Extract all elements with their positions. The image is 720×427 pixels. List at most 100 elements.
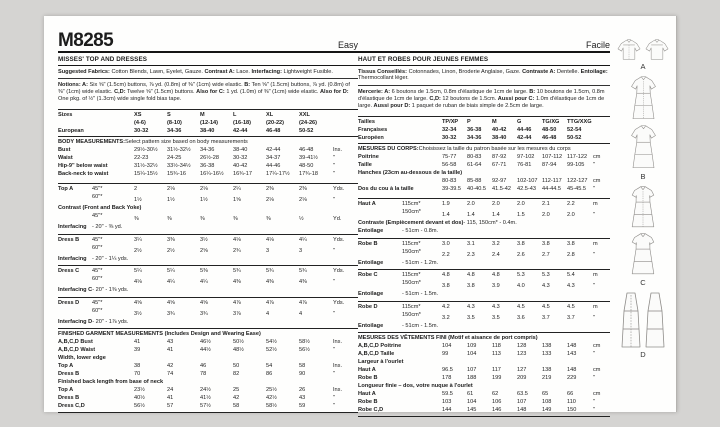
- row-label: Entoilage - 51cm - 0.8m.: [358, 228, 439, 235]
- cell-s: 2½: [167, 247, 175, 254]
- fabrics-paragraph-fr: Tissus Conseillés: Cotonnades, Linon, Br…: [358, 66, 610, 87]
- cell-p: 36-38: [467, 126, 482, 133]
- paragraph-segment: Notions: A:: [58, 82, 88, 89]
- row-label: Contraste (Empiècement devant et dos) - …: [358, 220, 517, 227]
- unit-cell: Ins.: [333, 147, 343, 154]
- cell-m: 40-42: [492, 126, 507, 133]
- cell-g: 4.5: [517, 303, 525, 310]
- row-label: Européen: [358, 134, 384, 141]
- unit-cell: ": [593, 407, 595, 414]
- cell-xxl: (24-26): [299, 119, 318, 126]
- cell-s: 2⅛: [167, 186, 175, 193]
- table-row: Dress B 70 74 78 82 86 90 ": [58, 370, 358, 378]
- cell-tpxp: 3.8: [442, 283, 450, 290]
- cell-l: 3⅞: [233, 310, 241, 317]
- cell-g: 1.5: [517, 212, 525, 219]
- cell-tgxg: 138: [542, 343, 552, 350]
- cell-m: 3¾: [200, 310, 208, 317]
- unit-cell: ": [593, 251, 595, 258]
- cell-tpxp: 144: [442, 407, 452, 414]
- cell-ttgxxg: 45-45.5: [567, 186, 586, 193]
- unit-cell: ": [333, 371, 335, 378]
- cell-xs: 4⅝: [134, 299, 142, 306]
- cell-xl: XL: [266, 111, 274, 118]
- cell-tpxp: 56-58: [442, 162, 457, 169]
- row-label: 150cm*: [402, 311, 421, 318]
- cell-s: 34-36: [167, 127, 182, 134]
- table-row: Bust 29½-30½ 31½-32½ 34-36 38-40 42-44 4…: [58, 146, 358, 154]
- row-label: Top A: [58, 387, 74, 394]
- table-row: Dress B 45"* 3¼ 3⅜ 3½ 4⅛ 4⅛ 4¼ Yds.: [58, 233, 358, 244]
- cell-ttgxxg: 4.3: [567, 283, 575, 290]
- paragraph-segment: Also for C:: [196, 89, 225, 96]
- cell-tgxg: 3.8: [542, 240, 550, 247]
- cell-m: 3.9: [492, 283, 500, 290]
- cell-m: 4⅝: [200, 299, 208, 306]
- cell-s: 24: [167, 387, 174, 394]
- cell-ttgxxg: 122-127: [567, 178, 588, 185]
- row-label: 60"*: [92, 244, 103, 251]
- cell-s: 24-25: [167, 155, 182, 162]
- cell-xl: 4⅞: [266, 299, 274, 306]
- cell-tgxg: TG/XG: [542, 118, 560, 125]
- table-row: Robe B 115cm* 3.0 3.1 3.2 3.8 3.8 3.8 m: [358, 237, 610, 248]
- paragraph-segment: Also for D:: [320, 89, 349, 96]
- unit-cell: cm: [593, 367, 601, 374]
- cell-xs: 3½: [134, 310, 142, 317]
- cell-xxl: 46-48: [299, 147, 314, 154]
- unit-cell: ": [333, 163, 335, 170]
- cell-p: P: [467, 118, 471, 125]
- notions-paragraph-fr: Mercerie: A: 6 boutons de 1.5cm, 0.8m d'…: [358, 86, 610, 113]
- row-label: 45"*: [92, 213, 103, 220]
- row-label: Interfacing - 20" - ⅜ yd.: [58, 224, 123, 231]
- unit-cell: ": [593, 314, 595, 321]
- table-row: 45"* ⅜ ⅜ ⅜ ⅜ ⅜ ½ Yd.: [58, 212, 358, 223]
- cell-tpxp: 1.9: [442, 201, 450, 208]
- cell-l: 30-32: [233, 155, 248, 162]
- row-label: 150cm*: [402, 248, 421, 255]
- cell-l: 25: [233, 387, 240, 394]
- cell-m: 113: [492, 351, 501, 358]
- table-row: A,B,C,D Bust 41 43 46½ 50½ 54½ 58½ Ins.: [58, 338, 358, 346]
- cell-p: 4.8: [467, 272, 475, 279]
- cell-xs: 5¼: [134, 268, 142, 275]
- cell-xs: 56½: [134, 403, 145, 410]
- cell-xs: 29½-30½: [134, 147, 158, 154]
- cell-tgxg: 108: [542, 399, 552, 406]
- row-label: FINISHED GARMENT MEASUREMENTS (Includes …: [58, 331, 261, 338]
- paragraph-segment: 1 paquet de ruban de biais simple de 2.5…: [410, 103, 544, 110]
- cell-xs: 31½-32½: [134, 163, 158, 170]
- cell-m: 106: [492, 399, 502, 406]
- unit-cell: m: [593, 303, 598, 310]
- cell-l: (16-18): [233, 119, 252, 126]
- cell-s: 74: [167, 371, 174, 378]
- cell-tgxg: 48-50: [542, 126, 557, 133]
- paragraph-segment: B:: [244, 82, 251, 89]
- unit-cell: Yds.: [333, 268, 345, 275]
- unit-cell: ": [593, 162, 595, 169]
- paragraph-segment: Lace.: [234, 68, 252, 75]
- cell-m: 3½: [200, 236, 208, 243]
- table-row: A,B,C,D Waist 39 41 44½ 48½ 52½ 56½ ": [58, 346, 358, 354]
- pattern-sheet: M8285 Easy MISSES' TOP AND DRESSES Sugge…: [44, 16, 677, 417]
- row-label: Top A: [58, 363, 74, 370]
- cell-g: 42-44: [517, 134, 532, 141]
- row-label: Hanches (23cm au-dessous de la taille): [358, 170, 463, 177]
- table-row: Haut A 115cm* 1.9 2.0 2.0 2.0 2.1 2.2 m: [358, 198, 610, 208]
- cell-xxl: 4¼: [299, 236, 307, 243]
- cell-xl: 4⅜: [266, 279, 274, 286]
- cell-m: 26½-28: [200, 155, 219, 162]
- cell-tgxg: 4.5: [542, 303, 550, 310]
- row-label: Waist: [58, 155, 73, 162]
- cell-p: 3.1: [467, 240, 475, 247]
- cell-tpxp: 39-39.5: [442, 186, 461, 193]
- table-row: Européen 30-32 34-36 38-40 42-44 46-48 5…: [358, 134, 610, 144]
- cell-p: 34-36: [467, 134, 482, 141]
- paragraph-segment: C,D:: [429, 96, 441, 103]
- table-row: Robe D 115cm* 4.2 4.3 4.3 4.5 4.5 4.5 m: [358, 300, 610, 311]
- cell-g: 3.6: [517, 314, 525, 321]
- cell-ttgxxg: 4.5: [567, 303, 575, 310]
- paragraph-segment: Aussi pour D:: [373, 103, 411, 110]
- row-label: 150cm*: [402, 209, 421, 216]
